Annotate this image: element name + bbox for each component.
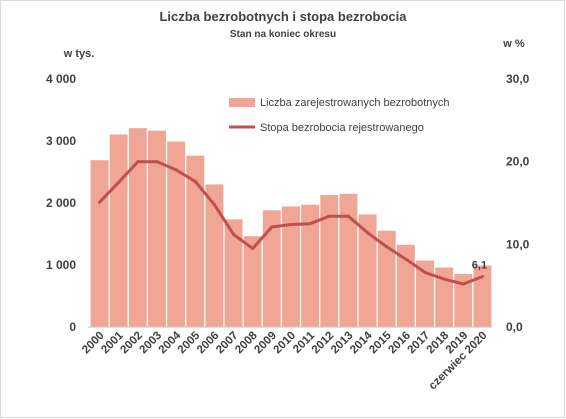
line-point <box>136 160 140 164</box>
line-point <box>308 222 312 226</box>
y-left-tick-label: 3 000 <box>46 134 76 148</box>
bar <box>127 126 149 328</box>
line-point <box>155 160 159 164</box>
y-right-tick-label: 30,0 <box>506 72 530 86</box>
legend-label-line: Stopa bezrobocia rejestrowanego <box>260 122 424 134</box>
bar <box>395 243 417 328</box>
bar <box>146 129 168 328</box>
line-point <box>251 246 255 250</box>
line-point <box>98 200 102 204</box>
right-axis-unit: w % <box>502 38 525 50</box>
bar <box>319 193 340 328</box>
line-point <box>366 231 370 235</box>
line-point <box>270 225 274 229</box>
y-right-tick-label: 0,0 <box>506 320 523 334</box>
bar <box>338 192 359 328</box>
line-point <box>174 168 178 172</box>
left-axis-unit: w tys. <box>63 48 95 60</box>
chart-subtitle: Stan na koniec okresu <box>230 29 336 40</box>
y-left-tick-label: 4 000 <box>46 72 76 86</box>
line-point <box>346 214 350 218</box>
bar <box>472 264 493 328</box>
line-point <box>423 270 427 274</box>
line-point <box>232 232 236 236</box>
bars-layer <box>89 126 493 328</box>
bar <box>108 133 129 328</box>
line-point <box>442 277 446 281</box>
line-point <box>327 214 331 218</box>
legend-swatch-bars <box>229 98 255 107</box>
legend-label-bars: Liczba zarejestrowanych bezrobotnych <box>260 97 450 109</box>
bar <box>376 229 397 328</box>
legend: Liczba zarejestrowanych bezrobotnych Sto… <box>229 97 450 134</box>
line-point <box>461 282 465 286</box>
line-layer: 6,1 <box>98 160 487 286</box>
y-left-tick-label: 2 000 <box>46 196 76 210</box>
y-left-tick-label: 1 000 <box>46 258 76 272</box>
bar <box>414 259 436 328</box>
line-point <box>117 180 121 184</box>
chart-title: Liczba bezrobotnych i stopa bezrobocia <box>159 9 407 24</box>
line-point <box>385 245 389 249</box>
line-point <box>193 180 197 184</box>
line-point <box>289 222 293 226</box>
line-point <box>480 275 484 279</box>
line-point <box>404 257 408 261</box>
y-right-tick-label: 10,0 <box>506 237 530 251</box>
bar <box>89 159 110 328</box>
line-point <box>212 203 216 207</box>
y-left-tick-label: 0 <box>69 320 76 334</box>
y-right-tick-label: 20,0 <box>506 155 530 169</box>
data-label: 6,1 <box>472 260 487 272</box>
